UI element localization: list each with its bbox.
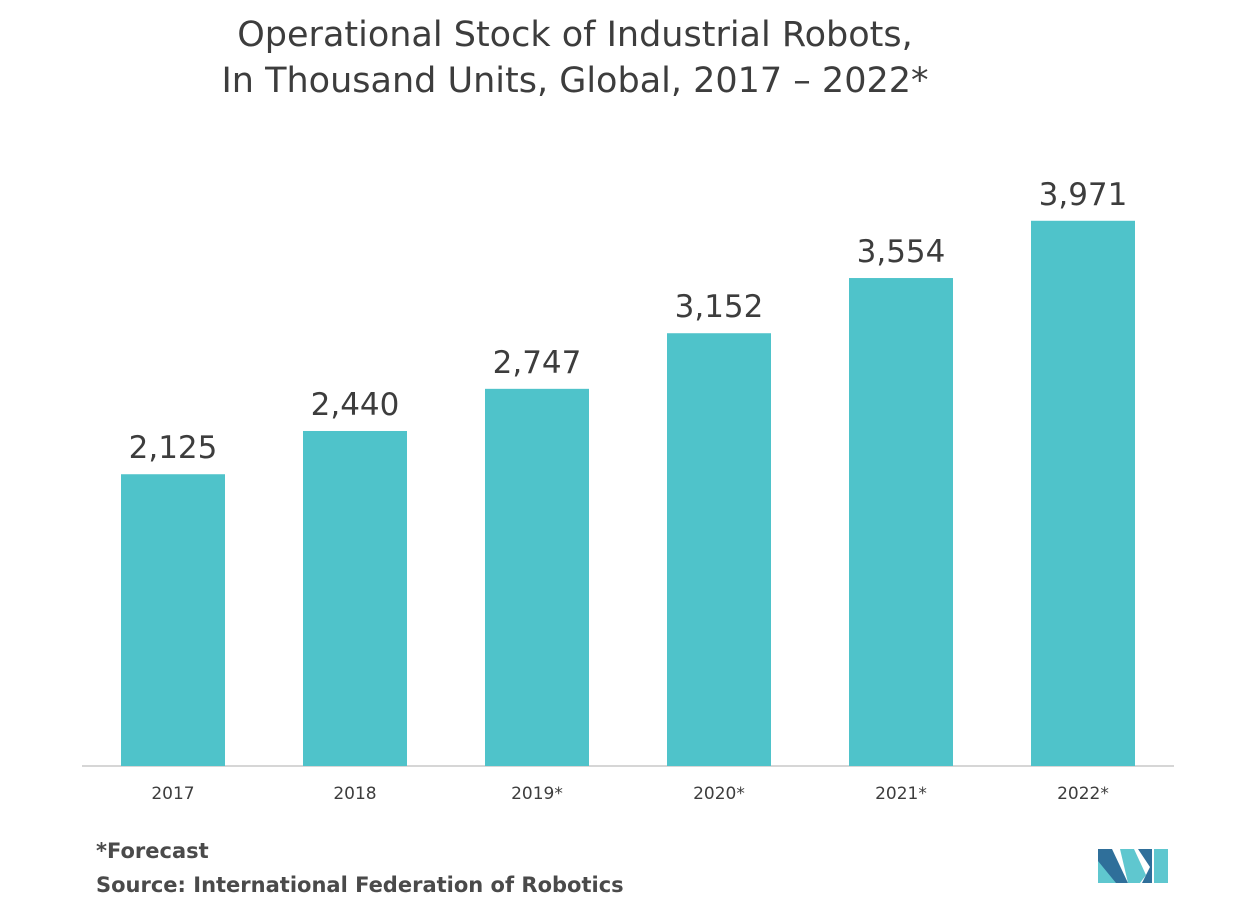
forecast-note: *Forecast <box>96 839 209 863</box>
data-label: 3,554 <box>857 234 946 270</box>
x-tick-label: 2022* <box>1057 784 1109 804</box>
data-label: 2,125 <box>129 430 218 466</box>
source-note: Source: International Federation of Robo… <box>96 873 624 897</box>
chart-title-line-2: In Thousand Units, Global, 2017 – 2022* <box>221 61 929 101</box>
data-label: 2,747 <box>493 345 582 381</box>
bar-2019-forecast <box>485 388 589 766</box>
bar-2017 <box>121 474 225 766</box>
bar-2018 <box>303 430 407 766</box>
x-tick-label: 2018 <box>333 784 376 804</box>
data-label: 3,152 <box>675 289 764 325</box>
chart-title: Operational Stock of Industrial Robots, … <box>0 12 1150 104</box>
data-label: 2,440 <box>311 387 400 423</box>
x-tick-label: 2021* <box>875 784 927 804</box>
bar-2021-forecast <box>849 278 953 766</box>
bar-chart: 2,125 2017 2,440 2018 2,747 2019* 3,152 2020* 3,… <box>82 177 1174 804</box>
data-label: 3,971 <box>1039 177 1128 213</box>
x-tick-label: 2020* <box>693 784 745 804</box>
x-tick-label: 2019* <box>511 784 563 804</box>
chart-title-line-1: Operational Stock of Industrial Robots, <box>237 15 913 55</box>
x-tick-label: 2017 <box>151 784 194 804</box>
bar-2020-forecast <box>667 333 771 766</box>
mordor-intelligence-logo-icon <box>1098 849 1168 883</box>
bar-2022-forecast <box>1031 220 1135 767</box>
